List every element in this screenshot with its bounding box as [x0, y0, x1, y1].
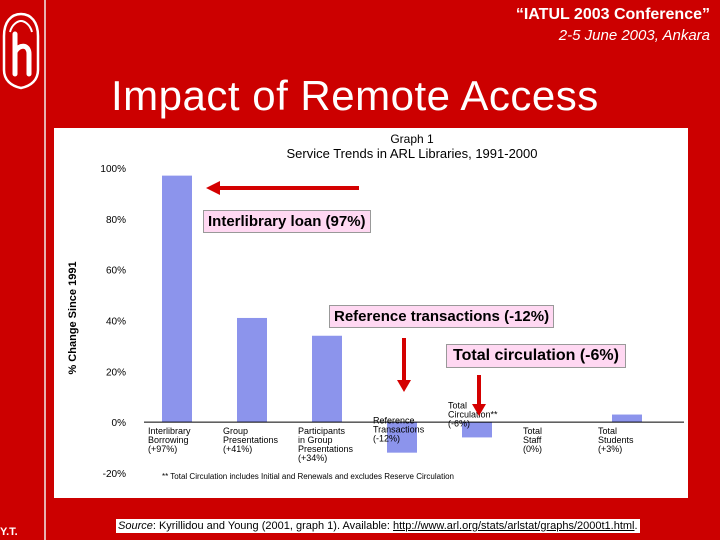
- x-category-label: Transactions: [373, 425, 425, 435]
- conference-dates: 2-5 June 2003, Ankara: [558, 27, 710, 44]
- x-category-label: Total: [598, 426, 617, 436]
- y-tick-label: 100%: [100, 164, 126, 175]
- chart-footnote: ** Total Circulation includes Initial an…: [162, 472, 454, 481]
- conference-title: “IATUL 2003 Conference”: [515, 6, 710, 23]
- source-citation: Source: Kyrillidou and Young (2001, grap…: [116, 519, 640, 533]
- university-logo-icon: [2, 12, 40, 90]
- y-axis-label: % Change Since 1991: [67, 261, 79, 374]
- y-tick-label: 20%: [106, 367, 126, 378]
- reference-callout: Reference transactions (-12%): [329, 305, 555, 328]
- x-category-label: (-6%): [448, 418, 470, 428]
- x-category-label: Participants: [298, 426, 346, 436]
- y-tick-label: 0%: [112, 418, 127, 429]
- source-label: Source: [118, 520, 153, 532]
- x-category-label: (+41%): [223, 444, 252, 454]
- bar: [387, 422, 417, 453]
- bar: [162, 175, 192, 423]
- circulation-arrow-head: [472, 404, 486, 416]
- sidebar-divider: [44, 0, 46, 540]
- x-category-label: Presentations: [223, 435, 279, 445]
- source-text: : Kyrillidou and Young (2001, graph 1). …: [152, 520, 393, 532]
- x-category-label: in Group: [298, 435, 333, 445]
- y-tick-label: 60%: [106, 266, 126, 277]
- interlibrary-callout: Interlibrary loan (97%): [203, 210, 371, 233]
- x-category-label: Circulation**: [448, 409, 498, 419]
- bar: [462, 422, 492, 438]
- x-category-label: Total: [523, 426, 542, 436]
- reference-arrow-head: [397, 380, 411, 392]
- source-link[interactable]: http://www.arl.org/stats/arlstat/graphs/…: [393, 520, 635, 532]
- interlibrary-arrow-head: [206, 181, 220, 195]
- x-category-label: Group: [223, 426, 248, 436]
- y-tick-label: 80%: [106, 215, 126, 226]
- circulation-callout: Total circulation (-6%): [446, 344, 626, 368]
- x-category-label: (+34%): [298, 453, 327, 463]
- x-category-label: Reference: [373, 416, 415, 426]
- bar: [612, 414, 642, 423]
- bar: [312, 335, 342, 423]
- y-tick-label: -20%: [103, 469, 126, 480]
- x-category-label: Total: [448, 400, 467, 410]
- sidebar: Y.T.: [0, 0, 46, 540]
- chart-subtitle: Service Trends in ARL Libraries, 1991-20…: [287, 146, 538, 161]
- bar-chart: Graph 1 Service Trends in ARL Libraries,…: [67, 132, 684, 481]
- x-category-label: Presentations: [298, 444, 354, 454]
- x-category-label: (+3%): [598, 444, 622, 454]
- y-tick-label: 40%: [106, 317, 126, 328]
- x-category-label: Interlibrary: [148, 426, 191, 436]
- x-category-label: Staff: [523, 435, 542, 445]
- author-initials: Y.T.: [0, 526, 18, 538]
- x-category-label: (-12%): [373, 434, 400, 444]
- bar: [237, 317, 267, 423]
- chart-panel: Graph 1 Service Trends in ARL Libraries,…: [54, 128, 688, 498]
- source-end: .: [634, 520, 638, 532]
- chart-title: Graph 1: [390, 132, 434, 146]
- x-category-label: Students: [598, 435, 634, 445]
- x-category-label: Borrowing: [148, 435, 189, 445]
- x-category-label: (0%): [523, 444, 542, 454]
- slide-title: Impact of Remote Access: [111, 72, 599, 119]
- x-category-label: (+97%): [148, 444, 177, 454]
